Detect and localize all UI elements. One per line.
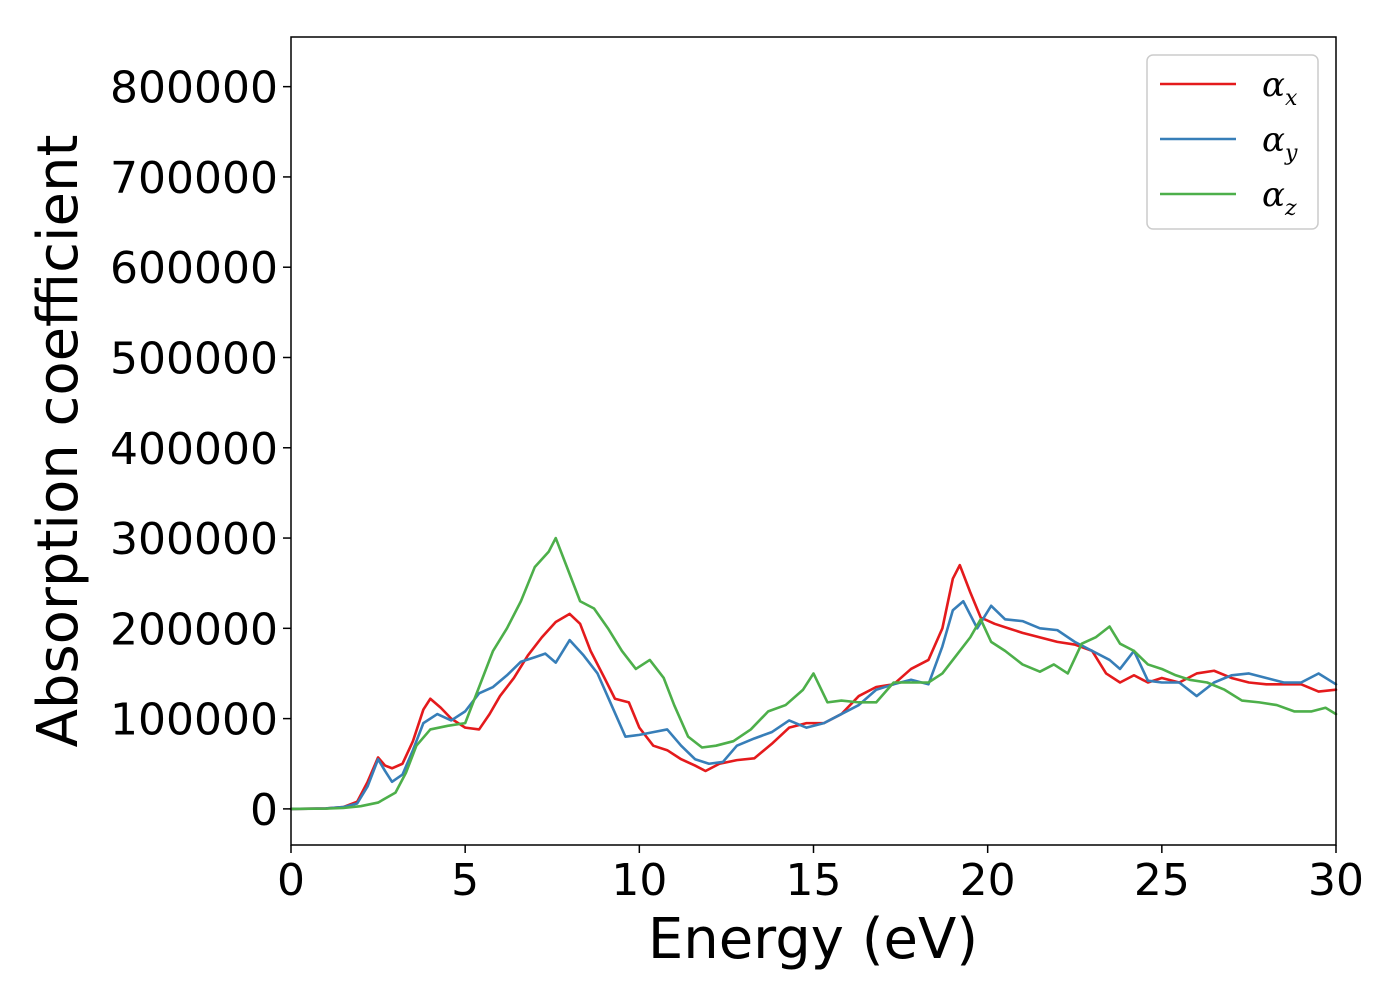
y-axis-label: Absorption coefficient — [26, 135, 91, 748]
series-layer — [289, 536, 1338, 811]
x-axis-ticks: 0 5 10 15 20 25 30 — [277, 845, 1364, 906]
legend: αx αy αz — [1146, 54, 1319, 230]
y-tick-label: 800000 — [110, 63, 278, 114]
series-line-x — [289, 563, 1338, 811]
y-axis-ticks: 0 100000 200000 300000 400000 500000 600000 700… — [110, 63, 291, 836]
y-tick-label: 400000 — [110, 424, 278, 475]
x-tick-label: 30 — [1308, 855, 1364, 906]
x-tick-label: 20 — [960, 855, 1016, 906]
y-tick-label: 600000 — [110, 243, 278, 294]
y-tick-label: 700000 — [110, 153, 278, 204]
series-line-z — [289, 536, 1338, 811]
x-tick-label: 5 — [451, 855, 479, 906]
y-tick-label: 200000 — [110, 604, 278, 655]
legend-label-z: αz — [1262, 175, 1297, 221]
legend-box — [1146, 54, 1319, 230]
y-tick-label: 500000 — [110, 333, 278, 384]
series-line-y — [289, 599, 1338, 811]
legend-label-y: αy — [1262, 120, 1298, 166]
y-tick-label: 300000 — [110, 514, 278, 565]
x-tick-label: 15 — [786, 855, 842, 906]
y-tick-label: 0 — [250, 785, 278, 836]
legend-label-x: αx — [1262, 65, 1298, 111]
x-tick-label: 10 — [611, 855, 667, 906]
x-tick-label: 25 — [1134, 855, 1190, 906]
y-tick-label: 100000 — [110, 695, 278, 746]
x-axis-label: Energy (eV) — [648, 907, 978, 972]
x-tick-label: 0 — [277, 855, 305, 906]
